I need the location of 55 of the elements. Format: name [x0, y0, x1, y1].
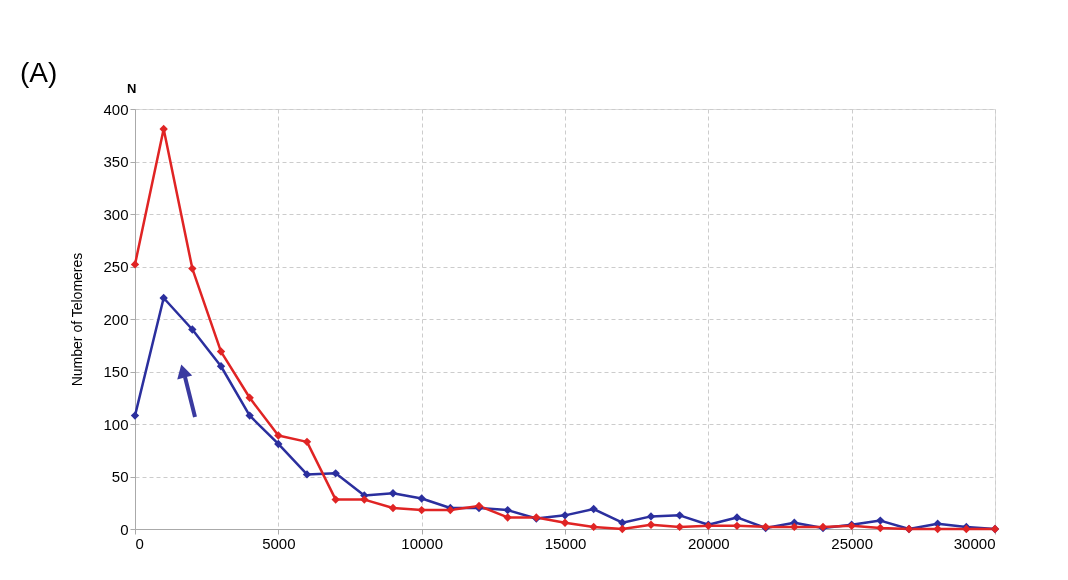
y-tick-label: 150 — [103, 363, 129, 380]
point — [245, 411, 254, 420]
point — [245, 393, 254, 402]
point — [331, 495, 340, 504]
point — [876, 523, 885, 533]
point — [618, 518, 627, 527]
y-tick-label: 100 — [103, 415, 129, 433]
point — [388, 489, 398, 498]
y-tick-label: 400 — [103, 100, 129, 118]
point — [732, 521, 742, 531]
y-tick-label: 300 — [103, 205, 129, 223]
y-tick-label: 350 — [103, 153, 129, 170]
point — [188, 325, 197, 334]
x-tick-label: 25000 — [831, 534, 874, 552]
point — [159, 293, 168, 303]
point — [360, 495, 369, 504]
point — [302, 470, 312, 479]
point — [876, 516, 885, 525]
point — [646, 520, 656, 529]
x-tick-label: 10000 — [401, 534, 444, 552]
x-tick-label: 0 — [135, 534, 144, 552]
y-tick-label: 50 — [111, 468, 129, 485]
point — [618, 524, 627, 534]
point — [216, 362, 226, 371]
point — [331, 469, 340, 478]
point — [417, 505, 426, 515]
point — [274, 439, 283, 449]
point — [216, 347, 226, 356]
point — [130, 411, 140, 420]
point — [589, 504, 598, 514]
point — [675, 511, 684, 520]
y-tick-label: 200 — [103, 310, 129, 328]
y-tick-label: 0 — [120, 520, 129, 538]
point — [560, 518, 570, 527]
x-tick-label: 5000 — [262, 534, 296, 552]
point — [589, 522, 598, 532]
point — [503, 513, 512, 522]
point — [646, 512, 656, 521]
point — [417, 494, 426, 503]
y-tick-label: 250 — [103, 258, 129, 275]
point — [130, 260, 140, 269]
text: (A) — [20, 57, 58, 88]
point — [560, 511, 570, 520]
text: N — [127, 81, 137, 96]
point — [302, 437, 312, 447]
y-axis-title: Number of Telomeres — [69, 252, 86, 387]
x-tick-label: 15000 — [544, 534, 587, 552]
point — [274, 431, 283, 440]
point — [790, 522, 799, 532]
point — [732, 513, 742, 522]
x-tick-label: 30000 — [953, 534, 996, 552]
point — [675, 522, 684, 532]
point — [188, 264, 197, 273]
x-tick-label: 20000 — [687, 534, 730, 552]
point — [933, 524, 942, 534]
